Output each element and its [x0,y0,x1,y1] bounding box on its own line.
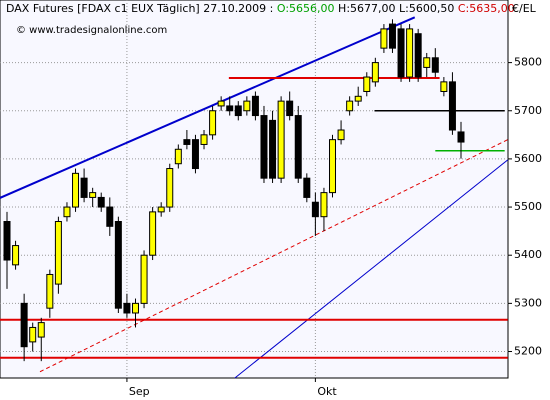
candle-body [363,76,371,92]
candle-body [54,221,62,285]
candle-body [457,131,465,143]
title-part: DAX Futures [FDAX c1 EUX Täglich] 27.10.… [6,2,277,15]
candle-body [303,177,311,198]
candle-body [97,196,105,208]
candle-body [123,302,131,314]
candle-body [72,172,80,208]
candle-body [80,177,88,198]
candle-body [12,245,20,266]
candle-body [89,192,97,198]
candle-body [131,302,139,314]
candle-body [209,110,217,136]
y-tick-label: 5400 [514,248,542,261]
candle-body [346,100,354,112]
candle-body [106,206,114,227]
title-part: C:5635,00 [458,2,515,15]
candle-body [217,100,225,107]
x-tick-label: Sep [129,385,150,398]
candle-body [200,134,208,145]
candle-body [397,28,405,78]
candle-body [337,129,345,141]
candle-body [354,95,362,102]
y-tick-label: 5200 [514,345,542,358]
y-tick-label: 5800 [514,56,542,69]
candle-body [29,326,37,343]
candle-body [414,33,422,78]
candle-body [260,115,268,179]
candle-body [3,221,11,261]
candle-body [277,100,285,179]
candle-body [157,206,165,213]
candle-body [174,148,182,165]
candle-body [329,139,337,194]
candle-body [20,302,28,348]
candle-body [251,95,259,117]
chart-title: DAX Futures [FDAX c1 EUX Täglich] 27.10.… [6,2,515,15]
trend-line [234,159,509,379]
candle-body [63,206,71,218]
candle-body [380,28,388,49]
candle-body [371,62,379,83]
trend-line [0,16,416,199]
candle-body [431,57,439,73]
title-part: H:5677,00 L:5600,50 [335,2,458,15]
candle-body [183,139,191,145]
candle-body [226,105,234,112]
y-tick-label: 5700 [514,104,542,117]
unit-label: €/EL [512,2,537,15]
trend-line [39,139,508,373]
candle-body [191,139,199,170]
y-tick-label: 5600 [514,152,542,165]
candle-body [234,105,242,117]
candle-body [269,119,277,179]
candle-body [406,28,414,78]
title-part: O:5656,00 [277,2,335,15]
candle-body [286,100,294,117]
candle-body [311,201,319,218]
candle-body [294,115,302,179]
candle-body [149,211,157,256]
candle-body [37,322,45,338]
x-tick-label: Okt [317,385,337,398]
candle-body [320,192,328,218]
candle-body [46,273,54,309]
candle-body [243,100,251,112]
candle-body [440,81,448,92]
y-tick-label: 5500 [514,200,542,213]
candle-body [423,57,431,68]
copyright: © www.tradesignalonline.com [16,25,167,36]
candle-body [140,254,148,304]
candle-body [114,221,122,309]
y-tick-label: 5300 [514,296,542,309]
candle-body [448,81,456,131]
candle-body [166,168,174,208]
candle-body [388,23,396,49]
